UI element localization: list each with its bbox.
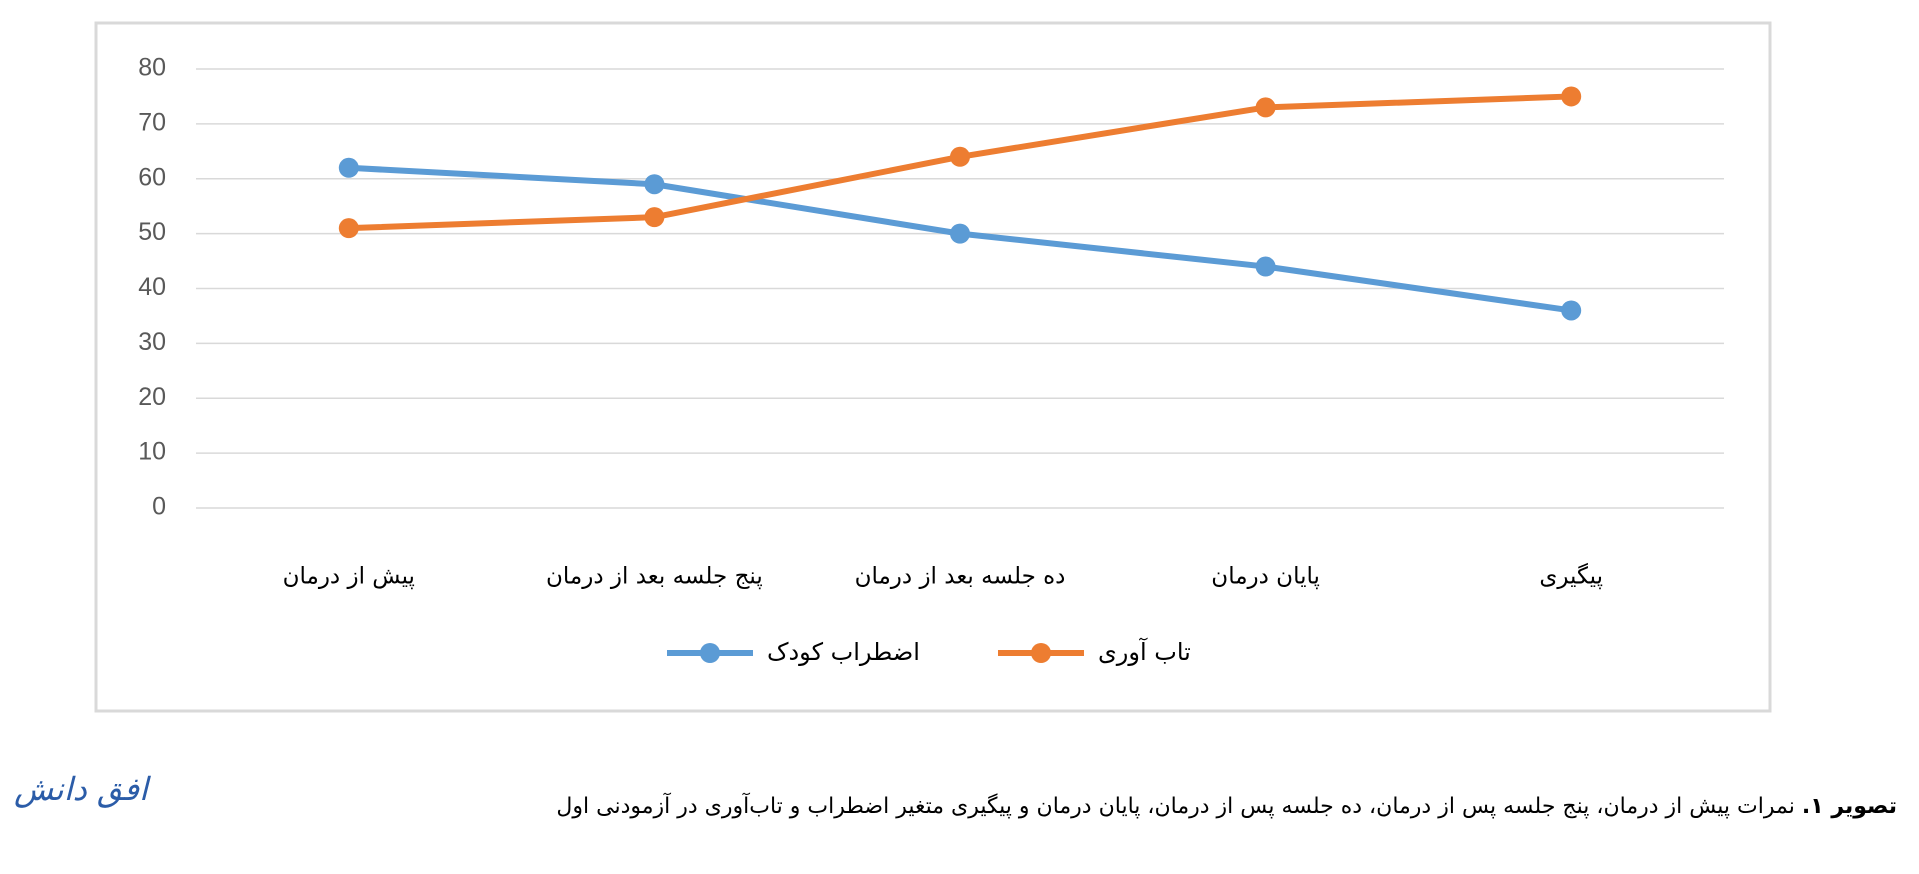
legend-label: اضطراب کودک: [767, 638, 920, 666]
caption: تصویر ۱. نمرات پیش از درمان، پنج جلسه پس…: [556, 794, 1897, 819]
logo: افق دانش: [14, 770, 148, 808]
y-tick-label: 0: [152, 493, 166, 521]
x-tick-label: پایان درمان: [1211, 564, 1320, 590]
point: [1255, 97, 1276, 118]
point: [338, 157, 359, 178]
legend-marker: [700, 643, 720, 663]
y-tick-label: 50: [138, 218, 166, 246]
y-tick-label: 70: [138, 108, 166, 136]
legend-marker: [1031, 643, 1051, 663]
point: [950, 223, 970, 244]
chart: 0 10 20 30 40 50 60 70 80 پیش از درمان پنج جلسه بع…: [94, 21, 1772, 713]
point: [644, 207, 665, 228]
x-tick-label: پیش از درمان: [283, 564, 415, 590]
point: [644, 174, 665, 195]
legend-label: تاب آوری: [1098, 637, 1191, 666]
y-tick-label: 30: [138, 328, 166, 356]
point: [1561, 86, 1582, 107]
x-tick-label: پیگیری: [1539, 563, 1603, 590]
caption-label: تصویر ۱.: [1801, 794, 1897, 819]
point: [950, 146, 970, 167]
y-tick-label: 20: [138, 383, 166, 411]
point: [1255, 256, 1276, 277]
chart-frame: [94, 21, 1772, 713]
caption-text: نمرات پیش از درمان، پنج جلسه پس از درمان…: [556, 794, 1795, 819]
y-tick-label: 60: [138, 163, 166, 191]
y-tick-label: 10: [138, 438, 166, 466]
y-tick-label: 40: [138, 273, 166, 301]
x-tick-label: ده جلسه بعد از درمان: [855, 564, 1066, 590]
point: [338, 218, 359, 239]
y-tick-label: 80: [138, 54, 166, 82]
point: [1561, 300, 1582, 321]
x-tick-label: پنج جلسه بعد از درمان: [546, 564, 763, 590]
